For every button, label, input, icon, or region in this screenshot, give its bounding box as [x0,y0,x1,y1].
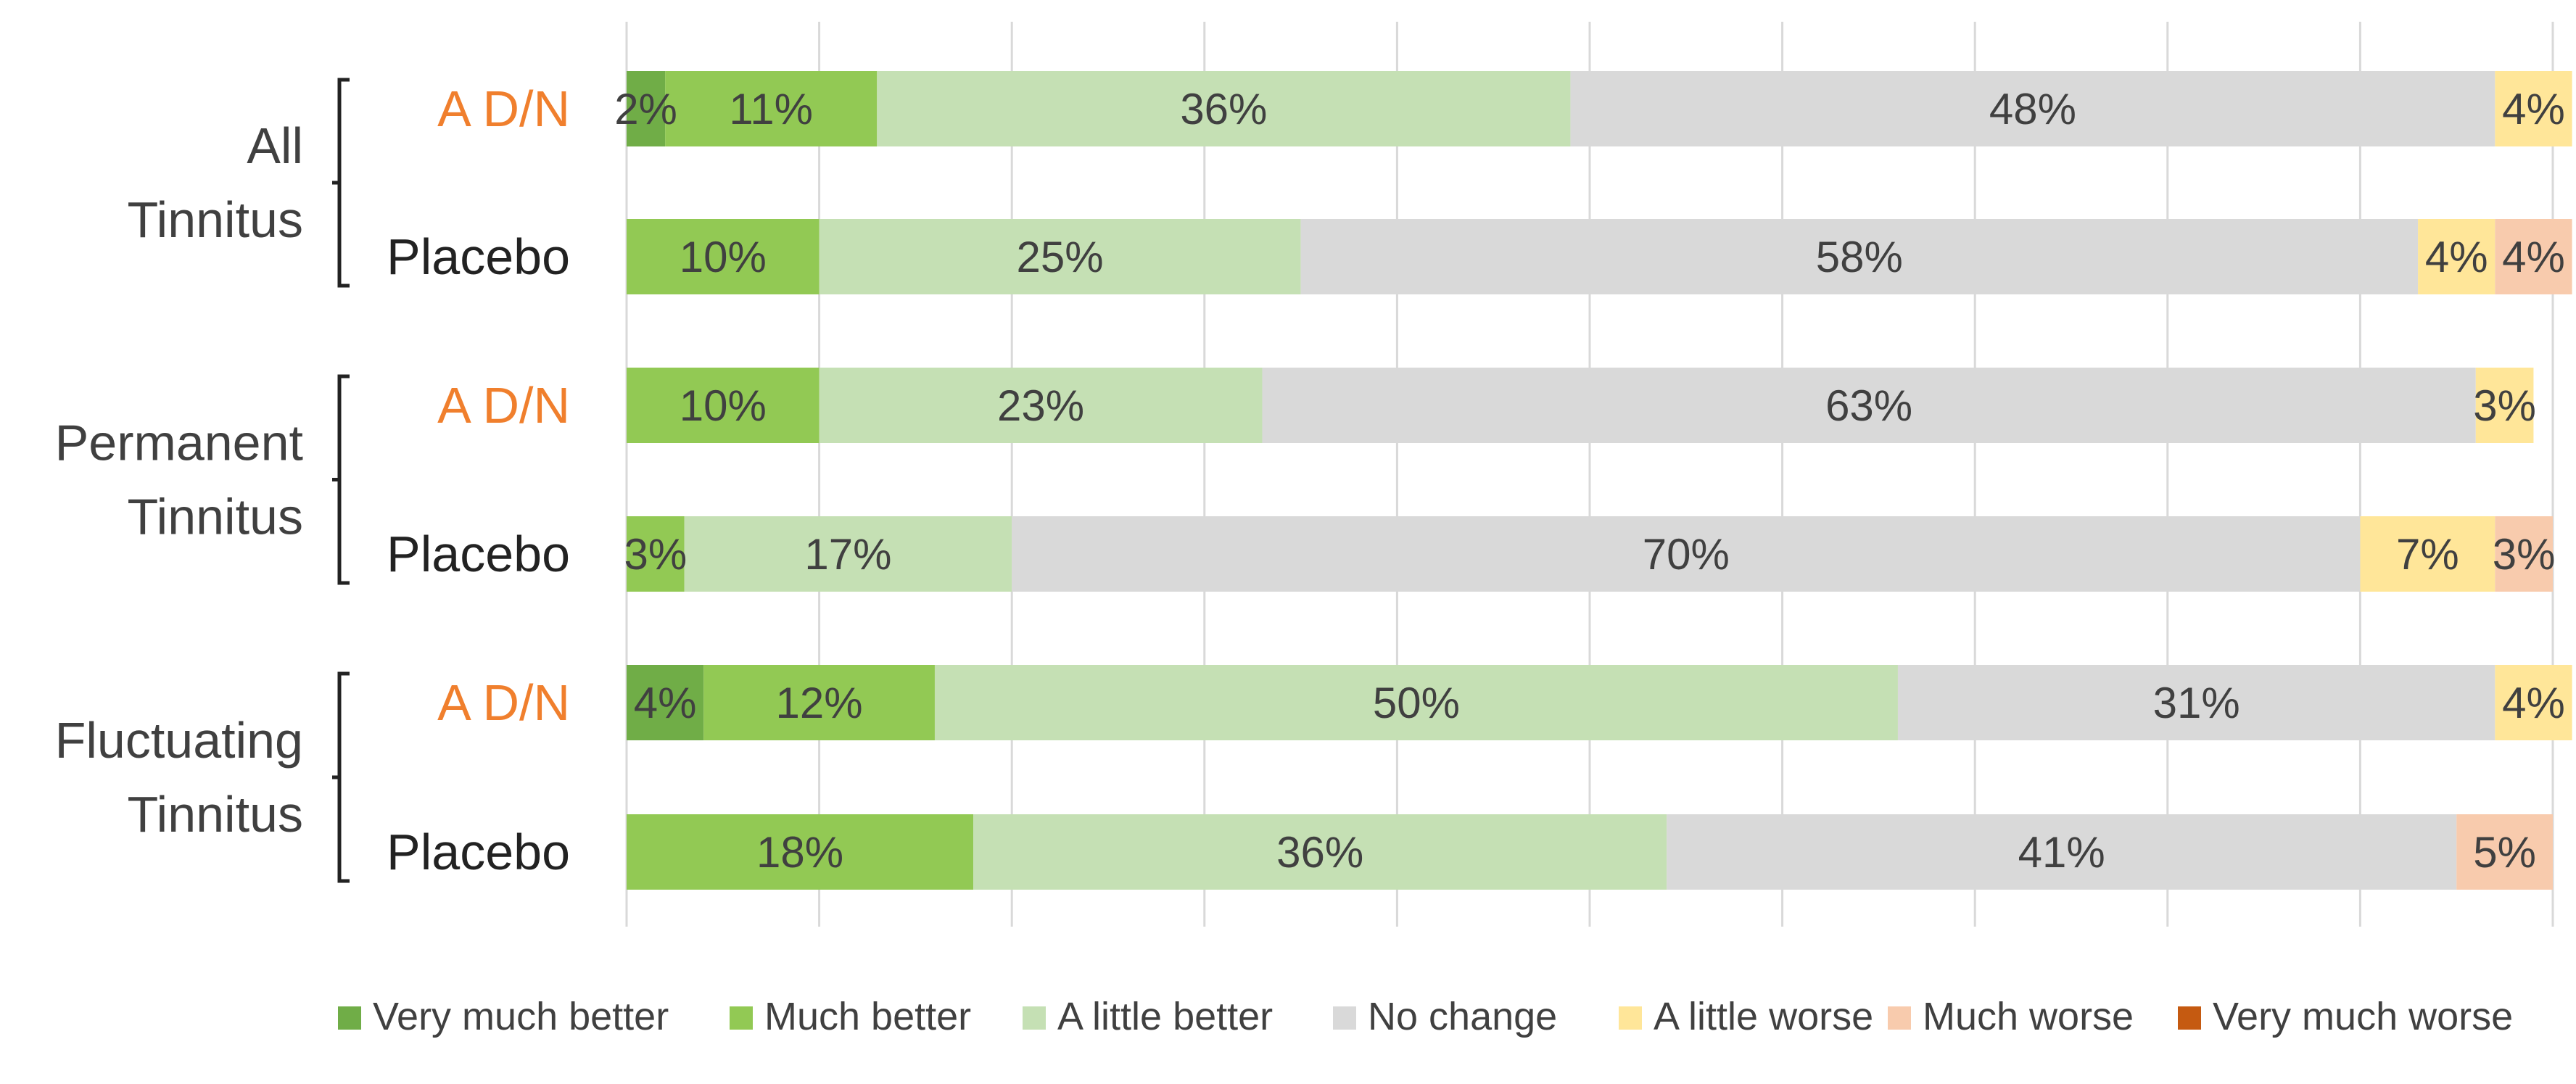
data-label: 41% [2018,828,2105,877]
bar-segment [1667,814,2457,890]
data-label: 36% [1180,85,1267,133]
legend-label: A little better [1057,995,1273,1038]
legend-swatch [1333,1006,1356,1030]
group-label: Tinnitus [127,786,303,843]
data-label: 25% [1017,233,1104,281]
bar-segment [703,665,935,740]
data-label: 36% [1276,828,1363,877]
data-label: 31% [2153,679,2240,727]
category-label: A D/N [437,674,570,731]
data-label: 50% [1373,679,1460,727]
group-bracket [332,671,350,883]
legend-label: Very much better [373,995,669,1038]
bar-segment [2495,71,2572,146]
category-label: Placebo [387,526,570,582]
legend-swatch [1888,1006,1911,1030]
bar-segment [2360,516,2496,592]
bar-segment [1262,368,2476,443]
bar-segment [627,368,820,443]
data-label: 5% [2473,828,2536,877]
legend-swatch [338,1006,361,1030]
group-label: Permanent [55,415,303,471]
data-label: 23% [997,381,1084,430]
bar-segment [627,814,974,890]
bar-segment [2475,368,2534,443]
bar-segment [2418,219,2496,294]
bar-segment [627,665,704,740]
bar-segment [973,814,1667,890]
data-label: 10% [680,233,767,281]
legend-swatch [1023,1006,1046,1030]
category-label: Placebo [387,228,570,285]
bar-segment [1570,71,2496,146]
bar-segment [665,71,878,146]
data-label: 12% [776,679,863,727]
legend-swatch [1619,1006,1642,1030]
legend-label: Much better [764,995,971,1038]
data-label: 4% [634,679,697,727]
data-label: 11% [729,85,813,133]
legend-swatch [730,1006,753,1030]
data-label: 70% [1643,530,1730,579]
group-bracket [332,78,350,288]
gridlines [625,22,2554,927]
data-label: 3% [624,530,687,579]
bar-segment [627,219,820,294]
data-label: 17% [804,530,891,579]
data-label: 10% [680,381,767,430]
bar-segment [819,219,1301,294]
category-labels: A D/N Placebo A D/N Placebo A D/N Placebo [387,80,570,880]
category-label: A D/N [437,80,570,137]
data-label: 4% [2502,679,2565,727]
legend-label: No change [1368,995,1557,1038]
legend-swatch [2178,1006,2201,1030]
bar-segment [1300,219,2419,294]
group-label: All [247,117,303,174]
bar-segment [819,368,1263,443]
data-label: 4% [2425,233,2488,281]
bar-segment [627,71,666,146]
bar-segment [2495,516,2553,592]
data-label: 3% [2493,530,2556,579]
bar-segment [1897,665,2496,740]
bar-segment [627,516,685,592]
bar-segment [2495,665,2572,740]
legend-label: Much worse [1923,995,2134,1038]
data-label: 18% [756,828,843,877]
data-label: 63% [1825,381,1912,430]
data-label: 48% [1989,85,2076,133]
data-label: 4% [2502,233,2565,281]
legend-label: Very much worse [2213,995,2513,1038]
group-label: Fluctuating [55,712,303,769]
data-label: 7% [2396,530,2459,579]
bar-segment [1012,516,2361,592]
legend-label: A little worse [1654,995,1873,1038]
bars [627,71,2572,890]
category-label: Placebo [387,824,570,880]
bar-segment [877,71,1571,146]
group-label: Tinnitus [127,191,303,248]
bar-segment [934,665,1898,740]
group-labels: All Tinnitus Permanent Tinnitus Fluctuating T… [55,78,350,883]
data-labels: 2% 11% 36% 48% 4% 10% 25% 58% 4% 4% 10% 23% 63% 3% 3% 1… [614,85,2565,877]
data-label: 4% [2502,85,2565,133]
data-label: 3% [2473,381,2536,430]
group-label: Tinnitus [127,489,303,545]
group-bracket [332,374,350,585]
bar-segment [2456,814,2553,890]
data-label: 58% [1816,233,1903,281]
data-label: 2% [614,85,677,133]
bar-segment [2495,219,2572,294]
bar-segment [684,516,1012,592]
category-label: A D/N [437,377,570,434]
legend: Very much better Much better A little bett… [338,995,2513,1038]
